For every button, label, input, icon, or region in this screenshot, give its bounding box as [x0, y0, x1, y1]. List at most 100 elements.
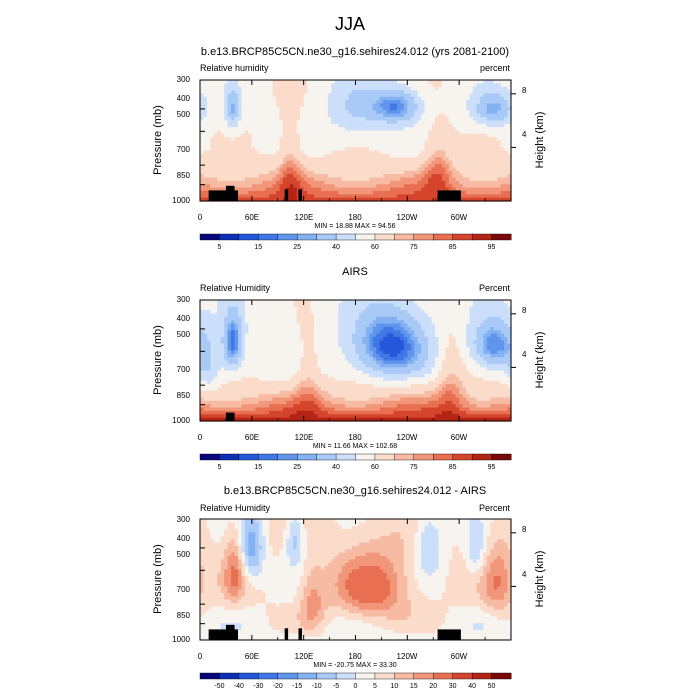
heatmap-cell: [234, 120, 239, 125]
heatmap-cell: [317, 153, 322, 158]
heatmap-cell: [438, 83, 443, 88]
heatmap-cell: [424, 123, 429, 128]
heatmap-cell: [396, 130, 402, 135]
heatmap-cell: [410, 187, 415, 192]
heatmap-cell: [251, 373, 256, 378]
heatmap-cell: [338, 177, 343, 182]
heatmap-cell: [338, 80, 343, 84]
heatmap-cell: [248, 80, 253, 84]
heatmap-cell: [428, 93, 433, 98]
heatmap-cell: [258, 387, 263, 392]
heatmap-cell: [227, 373, 232, 378]
heatmap-cell: [258, 373, 263, 378]
heatmap-cell: [455, 83, 460, 88]
heatmap-cell: [310, 110, 315, 115]
heatmap-cell: [497, 93, 502, 98]
heatmap-cell: [282, 303, 287, 308]
heatmap-cell: [251, 96, 256, 101]
heatmap-cell: [210, 363, 215, 368]
heatmap-cell: [272, 350, 277, 355]
heatmap-cell: [479, 133, 484, 138]
heatmap-cell: [231, 363, 236, 368]
heatmap-cell: [452, 116, 457, 121]
heatmap-cell: [372, 177, 377, 182]
heatmap-cell: [403, 147, 408, 152]
heatmap-cell: [251, 100, 256, 105]
heatmap-cell: [403, 153, 408, 158]
heatmap-cell: [331, 83, 336, 88]
heatmap-cell: [231, 377, 236, 382]
heatmap-cell: [352, 180, 357, 185]
heatmap-cell: [296, 120, 301, 125]
heatmap-cell: [293, 110, 298, 115]
heatmap-cell: [455, 93, 460, 98]
heatmap-cell: [241, 397, 246, 402]
heatmap-cell: [258, 177, 263, 182]
heatmap-cell: [224, 174, 229, 179]
heatmap-cell: [286, 350, 291, 355]
heatmap-cell: [469, 86, 474, 91]
heatmap-cell: [410, 157, 415, 162]
heatmap-cell: [238, 373, 243, 378]
heatmap-cell: [486, 120, 491, 125]
heatmap-cell: [441, 153, 446, 158]
heatmap-cell: [241, 357, 246, 362]
heatmap-cell: [213, 170, 218, 175]
heatmap-cell: [352, 160, 357, 165]
heatmap-cell: [317, 177, 322, 182]
heatmap-cell: [469, 140, 474, 145]
heatmap-cell: [338, 116, 343, 121]
heatmap-cell: [262, 343, 267, 348]
heatmap-cell: [227, 363, 232, 368]
heatmap-cell: [213, 140, 218, 145]
heatmap-cell: [213, 306, 218, 311]
heatmap-cell: [217, 353, 222, 358]
heatmap-cell: [479, 86, 484, 91]
heatmap-cell: [490, 100, 495, 105]
heatmap-cell: [234, 313, 239, 318]
heatmap-cell: [200, 363, 205, 368]
x-tick-label: 0: [198, 652, 203, 661]
heatmap-cell: [265, 120, 270, 125]
heatmap-cell: [341, 147, 346, 152]
heatmap-cell: [258, 123, 263, 128]
heatmap-cell: [224, 86, 229, 91]
heatmap-cell: [327, 190, 332, 195]
heatmap-cell: [472, 100, 478, 105]
heatmap-cell: [227, 300, 232, 304]
heatmap-cell: [307, 174, 312, 179]
heatmap-cell: [238, 113, 243, 118]
heatmap-cell: [276, 407, 281, 412]
heatmap-cell: [213, 147, 218, 152]
heatmap-cell: [276, 404, 281, 409]
heatmap-cell: [234, 394, 239, 399]
heatmap-cell: [238, 147, 243, 152]
heatmap-cell: [220, 93, 225, 98]
heatmap-cell: [334, 113, 339, 118]
heatmap-cell: [251, 306, 256, 311]
heatmap-cell: [293, 83, 298, 88]
heatmap-cell: [206, 143, 211, 148]
heatmap-cell: [358, 187, 364, 192]
heatmap-cell: [213, 80, 218, 84]
heatmap-cell: [303, 187, 308, 192]
heatmap-cell: [383, 140, 388, 145]
heatmap-cell: [379, 80, 384, 84]
heatmap-cell: [379, 86, 384, 91]
heatmap-cell: [241, 177, 246, 182]
heatmap-cell: [262, 90, 267, 95]
heatmap-cell: [272, 110, 277, 115]
heatmap-cell: [238, 394, 243, 399]
heatmap-cell: [282, 373, 287, 378]
heatmap-cell: [248, 394, 253, 399]
heatmap-cell: [248, 150, 253, 155]
heatmap-cell: [307, 137, 312, 142]
heatmap-cell: [345, 93, 350, 98]
heatmap-cell: [220, 90, 225, 95]
heatmap-cell: [269, 190, 274, 195]
heatmap-cell: [310, 130, 315, 135]
heatmap-cell: [324, 140, 329, 145]
heatmap-cell: [490, 164, 495, 168]
heatmap-cell: [410, 106, 415, 111]
heatmap-cell: [445, 120, 450, 125]
